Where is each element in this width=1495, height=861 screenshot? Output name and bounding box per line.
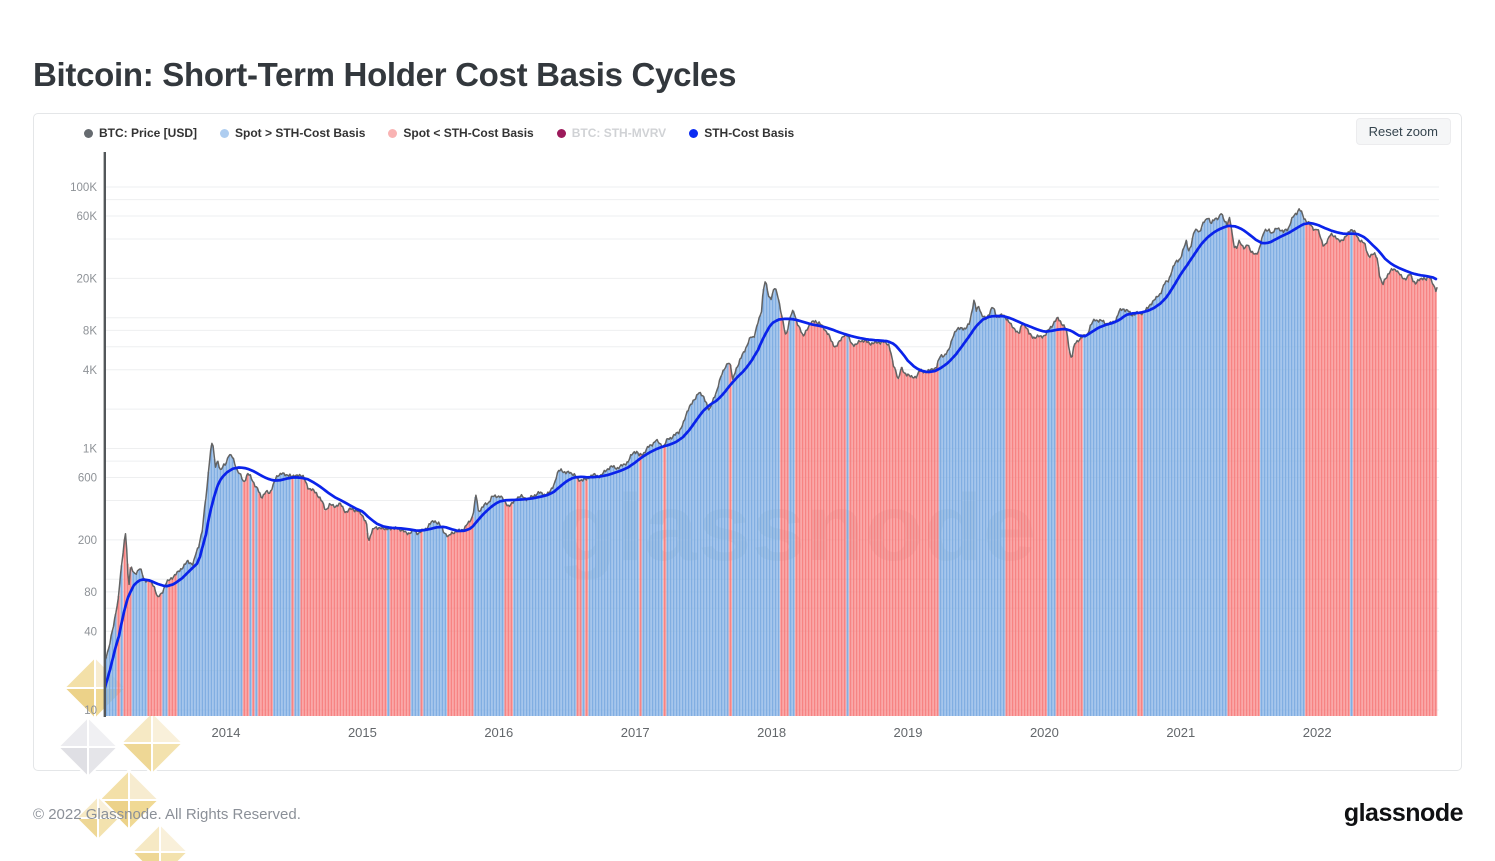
chart-card: BTC: Price [USD] Spot > STH-Cost Basis S…	[33, 113, 1462, 771]
legend-dot-icon	[84, 128, 93, 138]
glassnode-wordmark: glassnode	[1343, 799, 1464, 827]
legend-item-label: BTC: Price [USD]	[99, 126, 198, 140]
legend-dot-icon	[556, 128, 566, 138]
legend-dot-icon	[388, 128, 398, 138]
legend-item-spot-above[interactable]: Spot > STH-Cost Basis	[220, 126, 365, 140]
legend-dot-icon	[689, 128, 699, 138]
legend-item-label: STH-Cost Basis	[704, 126, 795, 140]
legend-dot-icon	[220, 128, 230, 138]
footer-copyright: © 2022 Glassnode. All Rights Reserved.	[33, 806, 301, 823]
legend-item-spot-below[interactable]: Spot < STH-Cost Basis	[388, 126, 534, 140]
legend-item-label: Spot < STH-Cost Basis	[403, 126, 534, 140]
legend-item-btc-price[interactable]: BTC: Price [USD]	[84, 126, 197, 140]
reset-zoom-button[interactable]: Reset zoom	[1355, 118, 1451, 145]
page-title: Bitcoin: Short-Term Holder Cost Basis Cy…	[33, 56, 737, 94]
legend-item-label: BTC: STH-MVRV	[571, 126, 667, 140]
legend-item-sth-cost-basis[interactable]: STH-Cost Basis	[689, 126, 794, 140]
glassnode-watermark: glassnode	[558, 475, 1037, 581]
chart-legend: BTC: Price [USD] Spot > STH-Cost Basis S…	[84, 126, 794, 140]
legend-item-label: Spot > STH-Cost Basis	[235, 126, 366, 140]
legend-item-sth-mvrv[interactable]: BTC: STH-MVRV	[556, 126, 667, 140]
